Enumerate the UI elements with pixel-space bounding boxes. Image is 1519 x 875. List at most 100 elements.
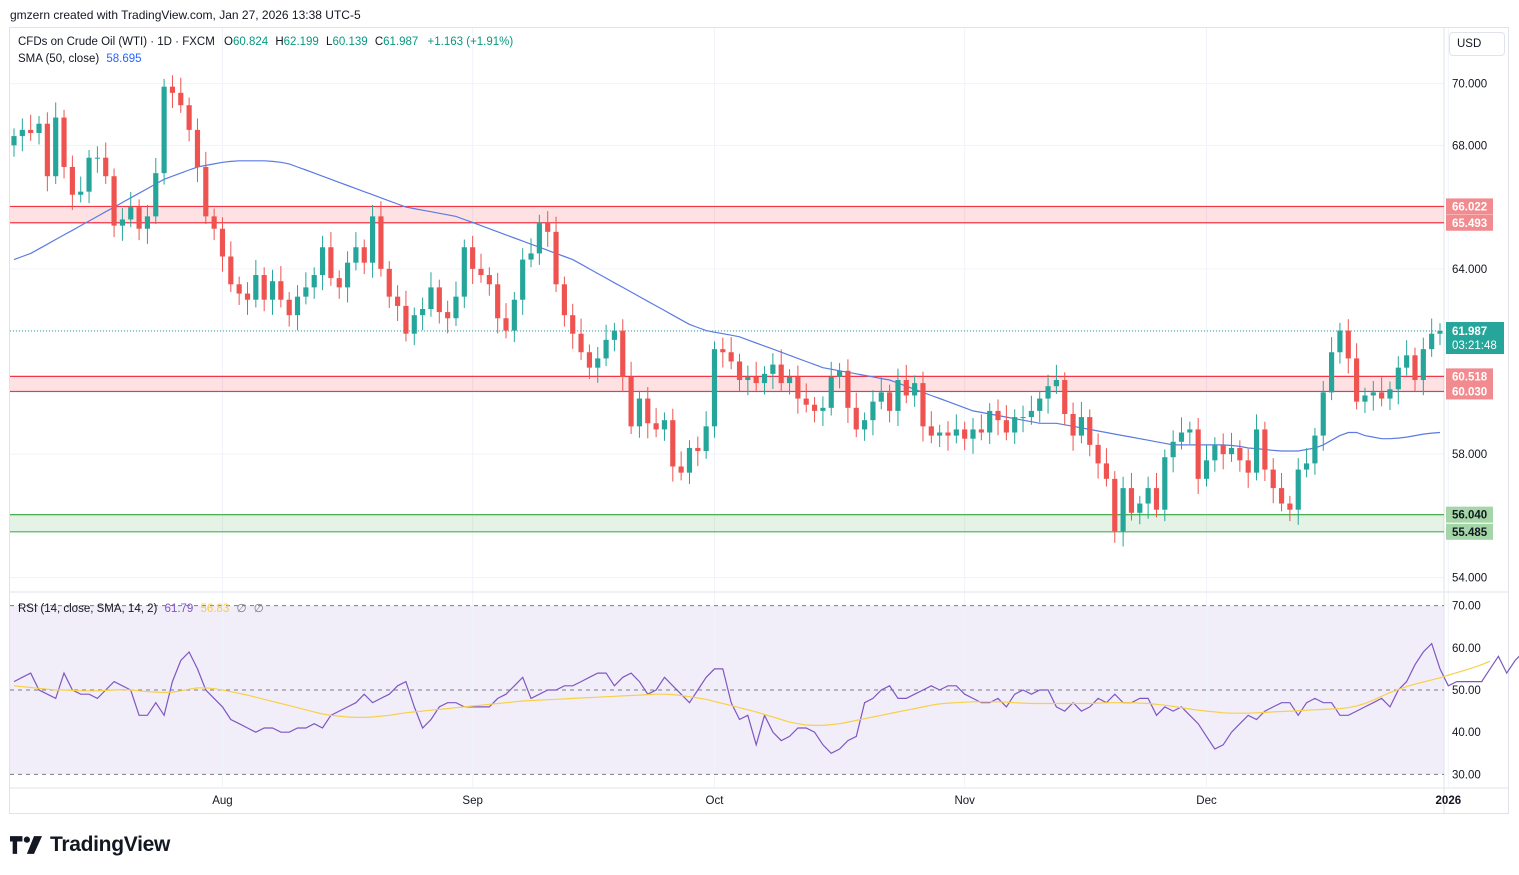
candle-body (69, 166, 75, 195)
candle-body (1212, 444, 1218, 461)
rsi-value: 61.79 (164, 603, 194, 615)
rsi-ma-value: 56.83 (200, 603, 230, 615)
candle-body (703, 426, 709, 452)
candle-body (1037, 398, 1043, 411)
candle-body (887, 392, 893, 411)
candle-body (1128, 488, 1135, 513)
candle-body (636, 398, 643, 427)
candle-body (795, 376, 801, 399)
candle-body (953, 429, 959, 436)
candle-body (28, 129, 34, 133)
candle-body (836, 370, 843, 377)
candle-body (1354, 358, 1360, 402)
rsi-label: RSI (14, close, SMA, 14, 2) (18, 603, 158, 615)
candle-body (753, 376, 759, 384)
chart-credit: gmzern created with TradingView.com, Jan… (10, 8, 361, 22)
candle-body (645, 398, 651, 424)
candle-body (1362, 395, 1368, 402)
candle-body (786, 376, 793, 384)
candle-body (228, 256, 234, 285)
resistance-low-badge (1446, 383, 1493, 400)
high-value: 62.199 (283, 36, 319, 48)
candle-body (53, 117, 59, 177)
candle-body (269, 281, 276, 300)
sma-line (13, 160, 1441, 452)
rsi-ma-line (13, 660, 1491, 727)
candle-body (561, 284, 567, 316)
candle-body (1045, 386, 1051, 399)
candle-body (962, 429, 968, 439)
candle-body (1053, 380, 1059, 387)
candle-body (420, 309, 426, 316)
candle-body (1203, 460, 1210, 479)
candle-body (1429, 333, 1435, 350)
resistance-low-badge-label: 65.493 (1452, 218, 1487, 230)
candle-body (1270, 469, 1276, 489)
change-value: +1.163 (+1.91%) (427, 36, 514, 48)
candle-body (1278, 488, 1285, 504)
candle-body (1287, 503, 1293, 510)
candle-body (186, 105, 192, 130)
candle-body (336, 278, 342, 288)
currency-selector[interactable]: USD (1449, 32, 1505, 56)
candle-body (728, 352, 734, 362)
candle-body (928, 426, 934, 436)
candle-body (286, 299, 292, 316)
candle-body (1137, 503, 1143, 513)
candle-body (945, 432, 951, 436)
resistance-zone (10, 376, 1444, 392)
candle-body (1337, 330, 1343, 353)
candle-body (161, 86, 167, 174)
rsi-legend[interactable]: RSI (14, close, SMA, 14, 2) 61.79 56.83 … (18, 601, 264, 615)
candle-body (1228, 447, 1235, 455)
tradingview-logo-icon (10, 836, 42, 854)
candle-body (311, 275, 317, 288)
candle-body (403, 305, 409, 334)
candle-body (1412, 355, 1418, 381)
support-low-badge-label: 55.485 (1452, 527, 1488, 539)
candle-body (1262, 429, 1268, 470)
candle-body (545, 222, 551, 232)
candle-body (1003, 420, 1009, 433)
price-tick-label: 68.000 (1452, 140, 1487, 152)
main-legend[interactable]: CFDs on Crude Oil (WTI) · 1D · FXCM O60.… (18, 36, 513, 48)
candle-body (595, 358, 601, 368)
candle-body (178, 92, 184, 106)
candle-body (711, 349, 718, 427)
candle-body (1112, 478, 1118, 532)
sma-legend[interactable]: SMA (50, close) 58.695 (18, 53, 142, 65)
candle-body (1103, 463, 1110, 479)
candle-body (987, 410, 993, 433)
candle-body (578, 333, 584, 353)
candle-body (1120, 488, 1126, 532)
time-tick-label: Oct (706, 795, 725, 807)
resistance-high-badge-label: 66.022 (1452, 201, 1487, 213)
candle-body (103, 157, 109, 177)
candle-body (1012, 417, 1018, 433)
logo-text: TradingView (50, 833, 171, 856)
time-tick-label: 2026 (1436, 795, 1462, 807)
candle-body (194, 129, 201, 167)
candle-body (845, 370, 851, 408)
candle-body (511, 299, 517, 331)
candle-body (903, 380, 909, 396)
candle-body (620, 330, 626, 377)
candle-body (1404, 355, 1410, 368)
candle-body (1420, 349, 1426, 381)
price-tick-label: 70.000 (1452, 79, 1487, 91)
candle-body (528, 253, 534, 260)
candle-body (895, 380, 901, 411)
candle-body (553, 231, 559, 285)
candle-body (169, 86, 176, 93)
candle-body (453, 296, 459, 319)
candle-body (1020, 417, 1026, 419)
support-zone (10, 514, 1444, 532)
candle-body (294, 296, 301, 316)
candle-body (1320, 392, 1326, 436)
candle-body (1379, 392, 1385, 399)
candle-body (78, 191, 84, 195)
candle-body (378, 216, 384, 269)
time-tick-label: Aug (212, 795, 232, 807)
candle-body (111, 176, 117, 226)
